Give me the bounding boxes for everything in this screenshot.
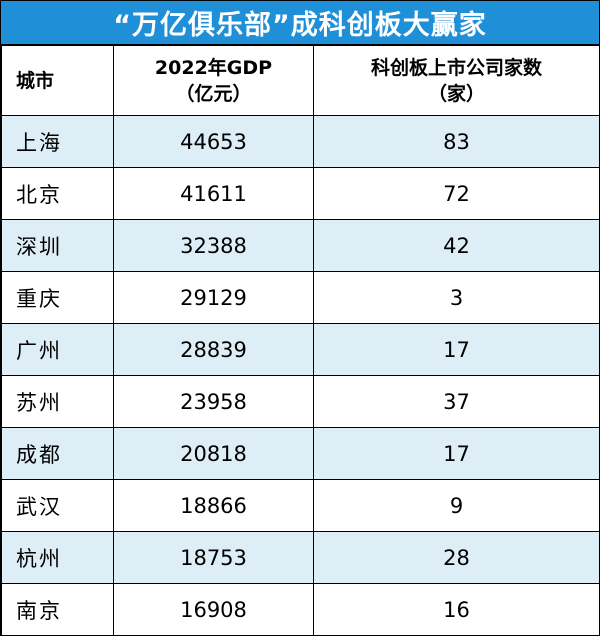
city-cell: 杭州	[1, 531, 114, 584]
table-row: 广州 28839 17	[1, 323, 600, 376]
count-cell: 37	[313, 375, 600, 428]
gdp-cell: 20818	[113, 427, 314, 480]
city-cell: 广州	[1, 323, 114, 376]
count-cell: 83	[313, 115, 600, 168]
header-city: 城市	[1, 45, 114, 116]
count-cell: 9	[313, 479, 600, 532]
gdp-cell: 41611	[113, 167, 314, 220]
gdp-cell: 44653	[113, 115, 314, 168]
city-cell: 深圳	[1, 219, 114, 272]
city-cell: 成都	[1, 427, 114, 480]
header-count: 科创板上市公司家数 （家）	[313, 45, 600, 116]
gdp-cell: 18866	[113, 479, 314, 532]
gdp-cell: 29129	[113, 271, 314, 324]
header-gdp-line2: （亿元）	[175, 82, 252, 105]
gdp-cell: 23958	[113, 375, 314, 428]
table-row: 北京 41611 72	[1, 167, 600, 220]
city-cell: 南京	[1, 583, 114, 636]
count-cell: 28	[313, 531, 600, 584]
header-gdp: 2022年GDP （亿元）	[113, 45, 314, 116]
city-cell: 上海	[1, 115, 114, 168]
city-cell: 北京	[1, 167, 114, 220]
count-cell: 16	[313, 583, 600, 636]
count-cell: 17	[313, 427, 600, 480]
count-cell: 3	[313, 271, 600, 324]
header-row: 城市 2022年GDP （亿元） 科创板上市公司家数 （家）	[1, 45, 600, 116]
table-title: “万亿俱乐部”成科创板大赢家	[1, 1, 599, 45]
header-gdp-line1: 2022年GDP	[154, 56, 273, 79]
city-cell: 重庆	[1, 271, 114, 324]
table-row: 杭州 18753 28	[1, 531, 600, 584]
count-cell: 17	[313, 323, 600, 376]
count-cell: 72	[313, 167, 600, 220]
table-row: 武汉 18866 9	[1, 479, 600, 532]
gdp-cell: 16908	[113, 583, 314, 636]
city-table: 城市 2022年GDP （亿元） 科创板上市公司家数 （家） 上海 44653 …	[1, 45, 600, 636]
table-row: 上海 44653 83	[1, 115, 600, 168]
gdp-cell: 18753	[113, 531, 314, 584]
gdp-cell: 28839	[113, 323, 314, 376]
city-cell: 苏州	[1, 375, 114, 428]
table-row: 深圳 32388 42	[1, 219, 600, 272]
header-count-line1: 科创板上市公司家数	[370, 56, 542, 79]
table-row: 重庆 29129 3	[1, 271, 600, 324]
gdp-cell: 32388	[113, 219, 314, 272]
city-cell: 武汉	[1, 479, 114, 532]
table-row: 南京 16908 16	[1, 583, 600, 636]
table-row: 苏州 23958 37	[1, 375, 600, 428]
header-count-line2: （家）	[427, 82, 485, 105]
count-cell: 42	[313, 219, 600, 272]
table-row: 成都 20818 17	[1, 427, 600, 480]
